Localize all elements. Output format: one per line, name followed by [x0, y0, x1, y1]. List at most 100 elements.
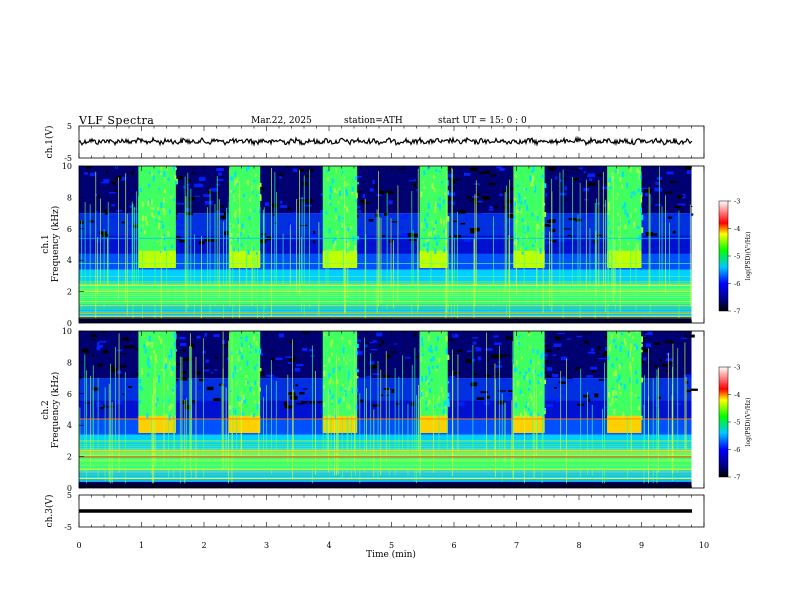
- spec-speckle: [420, 191, 423, 198]
- spec-speckle: [157, 211, 160, 215]
- spec-noise: [211, 187, 218, 192]
- spec-noise: [565, 170, 568, 174]
- x-tick-label: 8: [576, 541, 581, 550]
- spec-speckle: [444, 229, 447, 234]
- spec-speckle: [544, 183, 547, 188]
- spec-speckle: [435, 368, 438, 372]
- spec-noise: [288, 392, 296, 396]
- spec-noise: [283, 401, 288, 406]
- spec-noise: [485, 348, 493, 351]
- spec-noise: [686, 213, 693, 217]
- spec-speckle: [170, 244, 173, 249]
- spec-noise: [496, 166, 502, 169]
- spec-speckle: [349, 358, 352, 362]
- spec-speckle: [160, 166, 163, 171]
- spec-speckle: [174, 167, 177, 170]
- spec-speckle: [424, 222, 427, 225]
- figure-title: VLF Spectra: [79, 114, 155, 127]
- spec-speckle: [324, 333, 327, 336]
- spec-noise: [97, 194, 100, 199]
- spec-speckle: [246, 380, 249, 384]
- spec-speckle: [524, 199, 527, 205]
- spec-speckle: [335, 168, 338, 174]
- spec-speckle: [150, 206, 153, 210]
- spec-speckle: [234, 179, 237, 186]
- spec-noise: [372, 340, 378, 343]
- spec-speckle: [540, 371, 543, 378]
- spec-speckle: [609, 186, 612, 189]
- spec-noise: [301, 400, 308, 404]
- spec-noise: [596, 174, 602, 177]
- spec-noise: [295, 364, 304, 367]
- spec-noise: [204, 200, 213, 205]
- spec-speckle: [530, 182, 533, 187]
- spec-noise: [555, 176, 558, 180]
- spec-speckle: [425, 375, 428, 382]
- spec-noise: [129, 205, 133, 208]
- x-tick-label: 6: [451, 541, 456, 550]
- start-time-label: start UT = 15: 0 : 0: [438, 116, 527, 126]
- spec-noise: [376, 193, 382, 197]
- ch1-waveform-trace: [78, 135, 693, 147]
- spec-noise: [645, 343, 652, 348]
- spec-noise: [306, 169, 314, 172]
- spec-speckle: [245, 374, 248, 378]
- spec-noise: [182, 400, 189, 405]
- spec-noise: [180, 371, 187, 374]
- spec-noise: [548, 166, 556, 171]
- spec-speckle: [353, 249, 356, 253]
- spec-noise: [79, 376, 82, 379]
- spec-speckle: [629, 351, 632, 357]
- spec-noise: [287, 361, 292, 364]
- spec-speckle: [433, 228, 436, 234]
- spec-noise: [447, 174, 454, 178]
- spec-noise: [394, 343, 397, 345]
- spec-speckle: [430, 378, 433, 382]
- spec-noise: [590, 369, 596, 373]
- spec-noise: [202, 350, 206, 354]
- spec-noise: [477, 200, 483, 203]
- spec-speckle: [235, 415, 238, 419]
- spec-speckle: [146, 341, 149, 346]
- spec-speckle: [249, 343, 252, 347]
- spec-speckle: [524, 222, 527, 225]
- spec-speckle: [345, 188, 348, 193]
- spec-speckle: [636, 168, 639, 173]
- spec-noise: [369, 188, 374, 192]
- spec-noise: [503, 354, 510, 357]
- spec-speckle: [173, 198, 176, 202]
- spec-speckle: [613, 371, 616, 377]
- spec-ytick-label: 0: [67, 319, 72, 328]
- spec-speckle: [256, 252, 259, 255]
- spec-noise: [564, 186, 568, 191]
- spec-noise: [311, 383, 318, 386]
- spec-noise: [208, 384, 212, 387]
- spec-noise: [218, 172, 222, 176]
- spec-noise: [184, 405, 191, 410]
- spec-noise: [588, 182, 596, 186]
- spec-speckle: [433, 188, 436, 193]
- spec-speckle: [155, 403, 158, 407]
- spec-speckle: [350, 226, 353, 230]
- spec-speckle: [526, 205, 529, 211]
- spec-speckle: [436, 365, 439, 369]
- spec-ytick-label: 8: [67, 193, 72, 202]
- spec-speckle: [329, 194, 332, 200]
- spec-speckle: [348, 404, 351, 411]
- spec-noise: [643, 189, 652, 193]
- spec-speckle: [445, 335, 448, 339]
- spec-speckle: [638, 174, 641, 180]
- spec-speckle: [139, 400, 142, 404]
- spec-speckle: [425, 407, 428, 411]
- spec-noise: [582, 333, 590, 335]
- spec-noise: [221, 343, 228, 346]
- spec-speckle: [541, 174, 544, 178]
- spec-speckle: [513, 215, 516, 219]
- spec-noise: [296, 387, 305, 390]
- spec-speckle: [525, 371, 528, 377]
- spec-speckle: [255, 194, 258, 197]
- spec-speckle: [630, 195, 633, 199]
- spec-noise: [100, 406, 104, 410]
- spec-speckle: [163, 365, 166, 370]
